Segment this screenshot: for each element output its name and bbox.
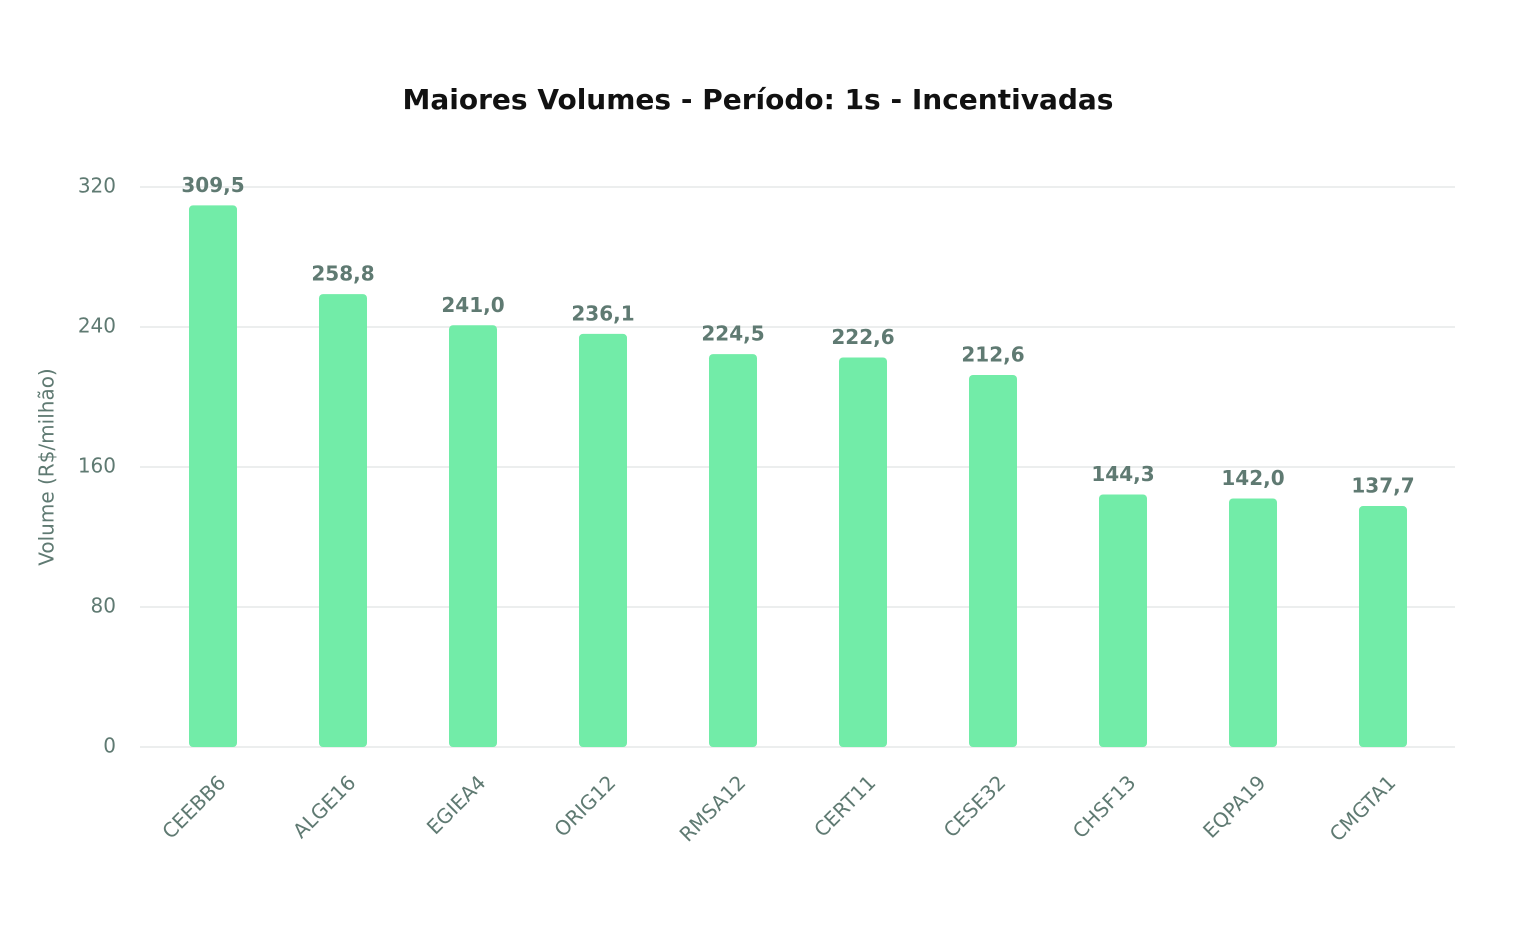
bar xyxy=(1229,498,1277,747)
value-label: 258,8 xyxy=(311,262,374,286)
y-tick-label: 320 xyxy=(78,174,116,198)
bar xyxy=(839,357,887,747)
bar xyxy=(449,325,497,747)
bar xyxy=(709,354,757,747)
x-tick-label: RMSA12 xyxy=(675,770,751,846)
value-label: 212,6 xyxy=(961,342,1024,366)
bar xyxy=(579,333,627,747)
value-label: 309,5 xyxy=(181,173,244,197)
value-label: 142,0 xyxy=(1221,466,1284,490)
value-label: 224,5 xyxy=(701,322,764,346)
bar xyxy=(1359,506,1407,747)
x-tick-label: CEEBB6 xyxy=(157,770,230,843)
x-tick-label: CMGTA1 xyxy=(1325,770,1401,846)
bar xyxy=(1099,494,1147,747)
x-tick-label: CHSF13 xyxy=(1068,770,1141,843)
x-tick-label: CERT11 xyxy=(809,770,880,841)
y-tick-label: 0 xyxy=(103,734,116,758)
y-tick-label: 240 xyxy=(78,314,116,338)
bar xyxy=(319,294,367,747)
value-label: 236,1 xyxy=(571,301,634,325)
x-tick-label: CESE32 xyxy=(939,770,1011,842)
chart-title: Maiores Volumes - Período: 1s - Incentiv… xyxy=(403,83,1114,116)
value-label: 241,0 xyxy=(441,293,504,317)
bar xyxy=(969,374,1017,747)
bar xyxy=(189,205,237,747)
value-label: 137,7 xyxy=(1351,474,1414,498)
y-axis-label: Volume (R$/milhão) xyxy=(35,368,59,565)
x-tick-label: ALGE16 xyxy=(288,770,360,842)
x-tick-label: EQPA19 xyxy=(1198,770,1270,842)
value-label: 144,3 xyxy=(1091,462,1154,486)
y-tick-label: 160 xyxy=(78,454,116,478)
x-tick-label: EGIEA4 xyxy=(422,770,491,839)
x-tick-label: ORIG12 xyxy=(549,770,620,841)
y-tick-label: 80 xyxy=(91,594,116,618)
value-label: 222,6 xyxy=(831,325,894,349)
